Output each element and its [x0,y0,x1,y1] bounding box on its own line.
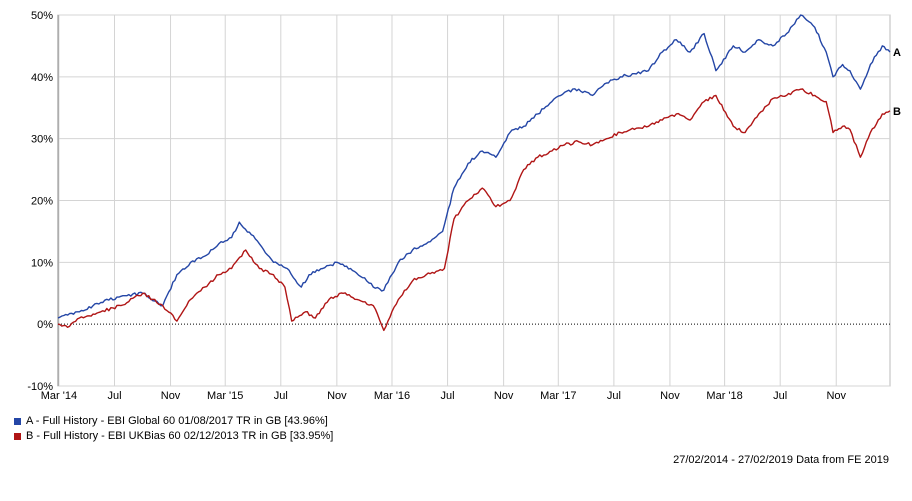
x-tick-label: Nov [161,390,181,402]
y-tick-label: 0% [37,319,53,331]
x-tick-label: Jul [441,390,455,402]
x-tick-label: Mar '14 [41,390,77,402]
x-tick-label: Mar '17 [540,390,576,402]
legend: A - Full History - EBI Global 60 01/08/2… [14,414,333,444]
legend-swatch-b [14,433,21,440]
x-tick-label: Jul [274,390,288,402]
series-line-a [57,14,891,319]
y-tick-label: -10% [27,381,53,393]
x-tick-label: Jul [607,390,621,402]
legend-label-a: A - Full History - EBI Global 60 01/08/2… [26,415,328,427]
legend-label-b: B - Full History - EBI UKBias 60 02/12/2… [26,430,334,442]
series-end-label-b: B [893,106,901,118]
y-tick-label: 30% [31,134,53,146]
x-tick-label: Nov [327,390,347,402]
x-tick-label: Mar '18 [706,390,742,402]
line-chart: 50% 40% 30% 20% 10% 0% -10%Mar '14 Jul Nov Mar '1… [27,10,901,402]
x-tick-label: Jul [773,390,787,402]
series-end-label-a: A [893,47,901,59]
x-tick-label: Mar '16 [374,390,410,402]
y-tick-label: 20% [31,196,53,208]
y-tick-label: 10% [31,257,53,269]
x-tick-label: Nov [494,390,514,402]
axes: 50% 40% 30% 20% 10% 0% -10%Mar '14 Jul Nov Mar '1… [27,10,890,402]
x-tick-label: Mar '15 [207,390,243,402]
series-line-b [57,88,891,332]
legend-item-b: B - Full History - EBI UKBias 60 02/12/2… [14,429,333,444]
legend-item-a: A - Full History - EBI Global 60 01/08/2… [14,414,333,429]
legend-swatch-a [14,418,21,425]
y-tick-label: 40% [31,72,53,84]
x-tick-label: Nov [826,390,846,402]
x-tick-label: Jul [107,390,121,402]
series-lines: AB [57,14,901,332]
date-range-footer: 27/02/2014 - 27/02/2019 Data from FE 201… [673,454,889,466]
y-tick-label: 50% [31,10,53,22]
x-tick-label: Nov [660,390,680,402]
